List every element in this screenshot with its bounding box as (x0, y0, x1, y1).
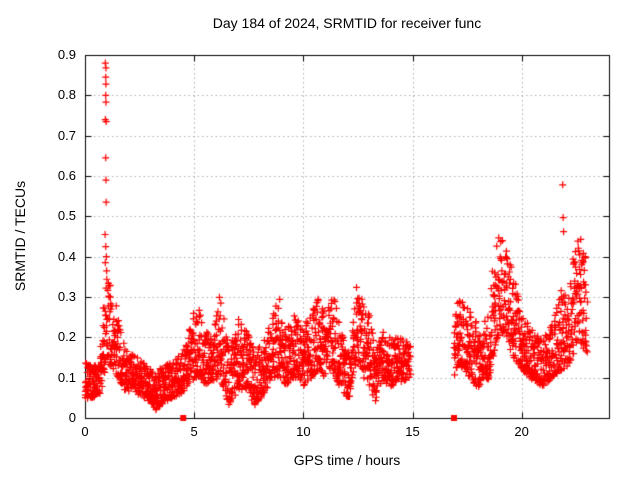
y-tick-label: 0.6 (57, 168, 76, 183)
y-tick-label: 0 (68, 410, 76, 425)
y-tick-label: 0.4 (57, 248, 76, 264)
x-tick-label: 0 (81, 424, 89, 439)
y-tick-label: 0.2 (57, 329, 76, 345)
x-tick-label: 20 (514, 424, 529, 439)
x-tick-label: 15 (405, 424, 420, 439)
y-tick-label: 0.3 (57, 289, 76, 304)
y-tick-label: 0.7 (57, 127, 76, 143)
y-tick-label: 0.5 (57, 208, 76, 224)
y-tick-label: 0.9 (57, 47, 76, 62)
x-tick-label: 10 (296, 424, 311, 439)
y-tick-label: 0.1 (57, 369, 76, 385)
x-tick-label: 5 (190, 424, 198, 439)
x-axis-label: GPS time / hours (293, 452, 401, 468)
y-tick-label: 0.8 (57, 87, 76, 103)
chart-title: Day 184 of 2024, SRMTID for receiver fun… (212, 15, 482, 31)
y-axis-label: SRMTID / TECUs (12, 180, 28, 292)
